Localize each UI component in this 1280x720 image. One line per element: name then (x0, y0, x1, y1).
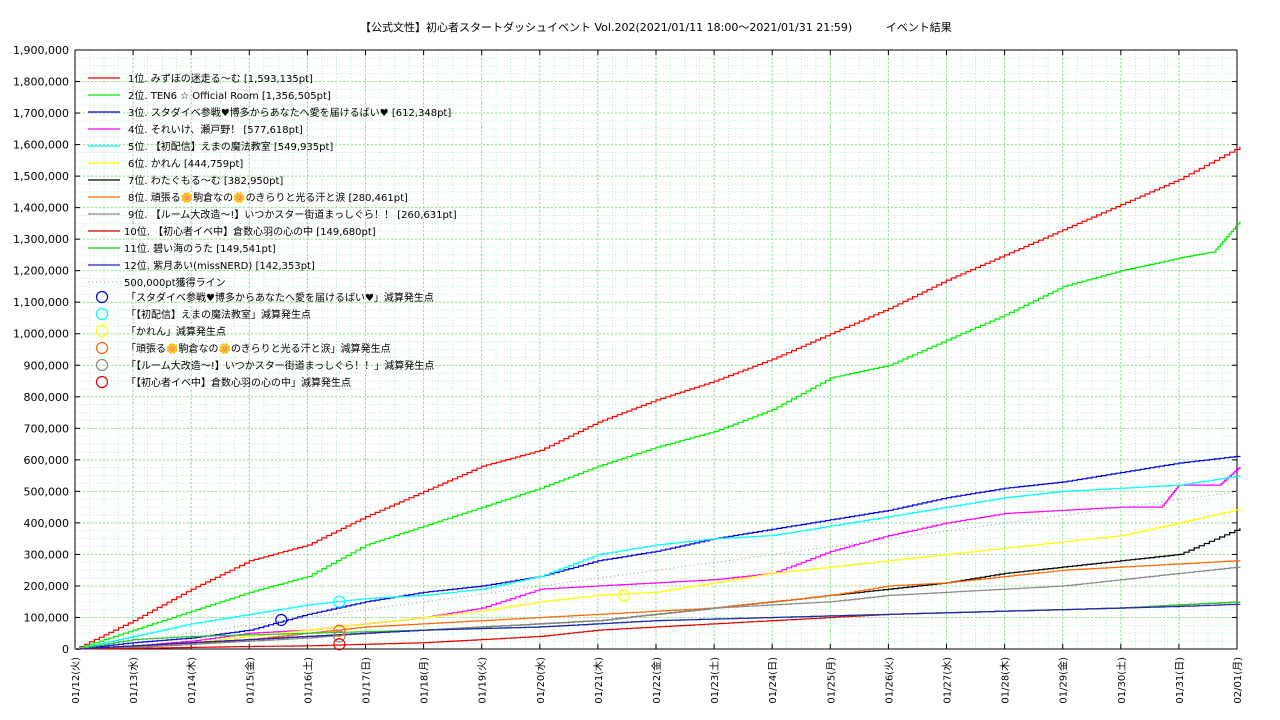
y-tick-label: 1,400,000 (13, 202, 69, 215)
reduction-marker-6 (333, 638, 346, 651)
y-tick-label: 600,000 (24, 454, 70, 467)
legend-label-8: 8位. 頑張る🌼駒倉なの🌼のきらりと光る汗と涙 [280,461pt] (128, 191, 408, 204)
y-tick-label: 1,900,000 (13, 44, 69, 57)
reduction-marker-3 (617, 589, 631, 602)
series-line-9 (75, 566, 1241, 650)
x-tick-label: 01/14(木) (186, 657, 198, 704)
reduction-marker-5 (333, 630, 346, 643)
y-tick-label: 100,000 (24, 611, 70, 624)
x-tick-label: 01/18(月) (419, 657, 431, 704)
y-tick-label: 400,000 (24, 517, 70, 530)
legend-label-4: 4位. それいけ、瀬戸野！ [577,618pt] (128, 123, 303, 136)
series-line-8 (75, 560, 1241, 650)
x-tick-label: 01/13(水) (128, 657, 140, 704)
legend-label-5: 5位. 【初配信】えまの魔法教室 [549,935pt] (128, 140, 333, 153)
legend-marker-label-5: 「【ルーム大改造〜!】いつかスター街道まっしぐら！！」減算発生点 (126, 359, 434, 372)
legend-marker-label-1: 「スタダイベ参戦♥博多からあなたへ愛を届けるばい♥」減算発生点 (126, 291, 434, 304)
series-line-12 (75, 603, 1241, 650)
y-tick-label: 1,200,000 (13, 265, 69, 278)
chart-subtitle: イベント結果 (885, 21, 952, 34)
y-tick-label: 1,800,000 (13, 76, 69, 89)
y-tick-label: 0 (62, 643, 69, 656)
y-tick-label: 500,000 (24, 485, 70, 498)
legend-label-6: 6位. かれん [444,759pt] (128, 157, 243, 170)
reduction-marker-1 (275, 613, 288, 627)
x-tick-label: 01/24(日) (768, 657, 779, 704)
x-tick-label: 01/23(土) (708, 657, 721, 704)
x-tick-label: 01/12(火) (70, 657, 82, 704)
x-tick-label: 01/27(水) (942, 657, 954, 704)
legend-marker-4 (95, 341, 109, 355)
y-tick-label: 1,600,000 (13, 139, 69, 152)
chart-title: 【公式文性】初心者スタートダッシュイベント Vol.202(2021/01/11… (360, 19, 952, 35)
x-tick-label: 01/16(土) (301, 657, 314, 704)
legend-label-10: 10位. 【初心者イベ中】倉数心羽の心の中 [149,680pt] (124, 225, 376, 238)
legend-marker-5 (95, 358, 109, 372)
y-tick-label: 1,500,000 (13, 170, 69, 183)
x-tick-label: 01/26(火) (883, 657, 895, 704)
series-line-5 (75, 475, 1241, 650)
y-tick-label: 1,700,000 (13, 107, 69, 120)
x-tick-label: 01/20(水) (535, 657, 547, 704)
legend-label-12: 12位. 紫月あい(missNERD) [142,353pt] (124, 259, 315, 272)
series-line-3 (75, 455, 1241, 650)
legend-label-9: 9位. 【ルーム大改造〜!】いつかスター街道まっしぐら！！ [260,631pt… (128, 208, 457, 221)
x-tick-label: 01/31(日) (1175, 657, 1186, 704)
x-tick-label: 01/17(日) (362, 657, 373, 704)
chart-title-main: 【公式文性】初心者スタートダッシュイベント Vol.202(2021/01/11… (360, 21, 853, 34)
legend-marker-3 (95, 324, 109, 338)
x-tick-label: 01/28(木) (1000, 657, 1012, 704)
y-tick-label: 300,000 (24, 548, 70, 561)
y-tick-label: 900,000 (24, 359, 70, 372)
series-line-1 (75, 146, 1241, 650)
y-tick-label: 200,000 (24, 580, 70, 593)
legend-label-11: 11位. 碧い海のうた [149,541pt] (124, 242, 276, 255)
y-tick-label: 1,300,000 (13, 233, 69, 246)
x-tick-label: 01/15(金) (243, 657, 256, 704)
legend-marker-label-3: 「かれん」減算発生点 (126, 325, 226, 338)
legend-label-3: 3位. スタダイベ参戦♥博多からあなたへ愛を届けるばい♥ [612,348pt] (128, 106, 451, 119)
reduction-marker-4 (333, 624, 346, 637)
legend-label-1: 1位. みずほの迷走る〜む [1,593,135pt] (128, 72, 313, 85)
y-tick-label: 1,100,000 (13, 296, 69, 309)
x-tick-label: 01/25(月) (825, 657, 837, 704)
y-tick-label: 1,000,000 (13, 328, 69, 341)
y-tick-label: 800,000 (24, 391, 70, 404)
x-tick-label: 01/19(火) (477, 657, 489, 704)
x-tick-label: 01/22(金) (650, 657, 663, 704)
series-line-2 (75, 221, 1241, 650)
x-tick-label: 02/01(月) (1232, 657, 1244, 704)
legend-marker-2 (95, 307, 109, 321)
legend-label-13: 500,000pt獲得ライン (124, 276, 226, 289)
legend-label-2: 2位. TEN6 ☆ Official Room [1,356,505pt] (128, 89, 331, 102)
x-tick-label: 01/29(金) (1057, 657, 1070, 704)
legend-label-7: 7位. わたぐもる〜む [382,950pt] (128, 174, 283, 187)
x-tick-label: 01/21(木) (593, 657, 605, 704)
legend-marker-1 (95, 290, 109, 304)
legend-marker-label-2: 「【初配信】えまの魔法教室」減算発生点 (126, 308, 311, 321)
reduction-marker-2 (333, 595, 346, 608)
y-tick-label: 700,000 (24, 422, 70, 435)
legend-marker-label-4: 「頑張る🌼駒倉なの🌼のきらりと光る汗と涙」減算発生点 (126, 342, 391, 355)
series-line-4 (75, 466, 1241, 650)
legend-marker-label-6: 「【初心者イベ中】倉数心羽の心の中」減算発生点 (126, 376, 351, 389)
x-tick-label: 01/30(土) (1115, 657, 1128, 704)
legend-marker-6 (95, 375, 109, 389)
